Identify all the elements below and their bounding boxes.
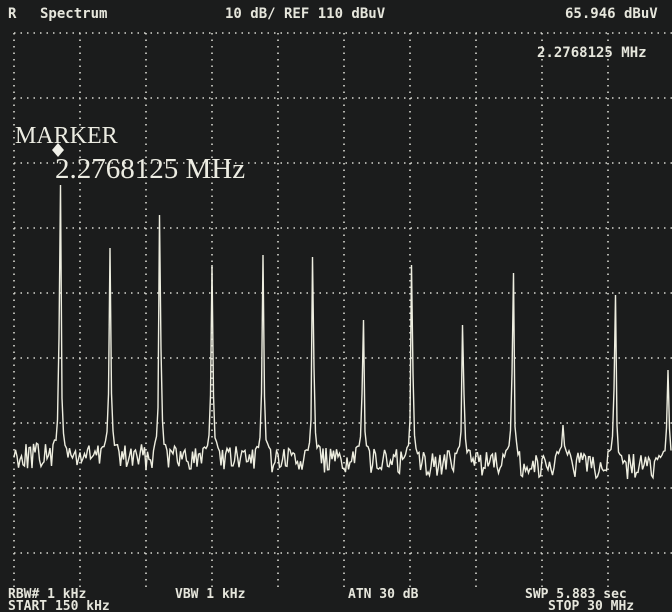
marker-readout: 2.2768125 MHz [537, 45, 647, 61]
analyzer-screen: R Spectrum 10 dB/ REF 110 dBuV 65.946 dB… [0, 0, 672, 612]
mode: R [8, 6, 17, 22]
background [0, 0, 672, 612]
title: Spectrum [40, 6, 107, 22]
attenuation: ATN 30 dB [348, 587, 419, 602]
stop: STOP 30 MHz [548, 599, 634, 612]
marker-frequency: 2.2768125 MHz [55, 153, 245, 185]
marker-level: 65.946 dBuV [565, 6, 658, 22]
start: START 150 kHz [8, 599, 110, 612]
vbw: VBW 1 kHz [175, 587, 245, 602]
marker-label: MARKER [15, 123, 118, 149]
scale: 10 dB/ REF 110 dBuV [225, 6, 386, 22]
